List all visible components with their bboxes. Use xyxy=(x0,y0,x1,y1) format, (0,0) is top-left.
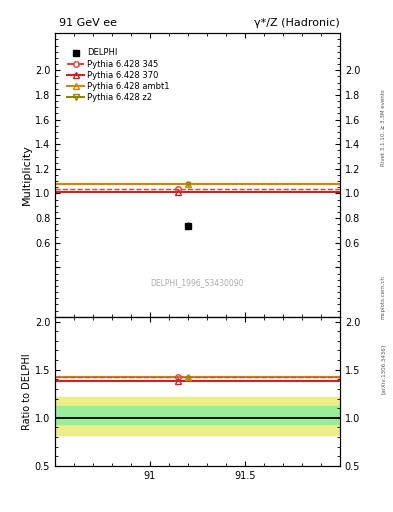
Text: [arXiv:1306.3436]: [arXiv:1306.3436] xyxy=(381,344,386,394)
Legend: DELPHI, Pythia 6.428 345, Pythia 6.428 370, Pythia 6.428 ambt1, Pythia 6.428 z2: DELPHI, Pythia 6.428 345, Pythia 6.428 3… xyxy=(65,46,173,104)
Text: 91 GeV ee: 91 GeV ee xyxy=(59,18,117,28)
Bar xyxy=(55,406,340,423)
Y-axis label: Multiplicity: Multiplicity xyxy=(22,144,32,205)
Text: mcplots.cern.ch: mcplots.cern.ch xyxy=(381,275,386,319)
Y-axis label: Ratio to DELPHI: Ratio to DELPHI xyxy=(22,353,32,430)
Text: Rivet 3.1.10, ≥ 3.3M events: Rivet 3.1.10, ≥ 3.3M events xyxy=(381,90,386,166)
Bar xyxy=(55,397,340,435)
Text: DELPHI_1996_S3430090: DELPHI_1996_S3430090 xyxy=(151,278,244,287)
Text: γ*/Z (Hadronic): γ*/Z (Hadronic) xyxy=(254,18,340,28)
